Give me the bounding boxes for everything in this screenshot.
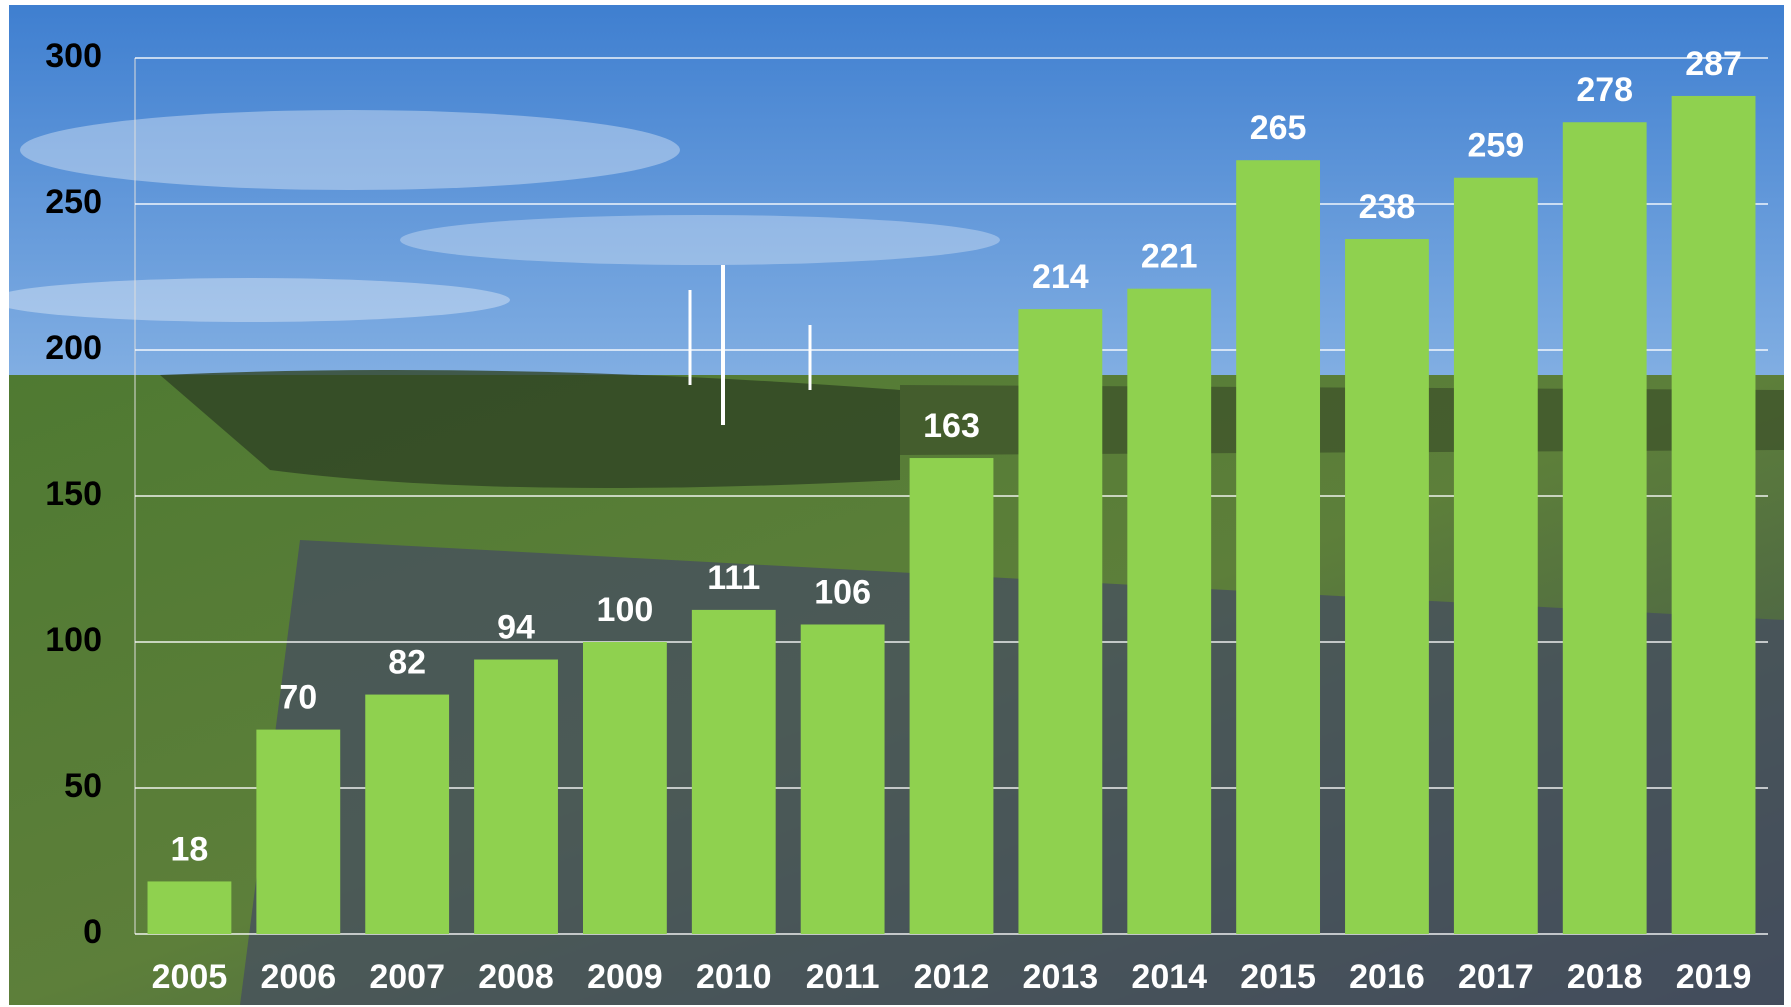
data-label: 238 — [1359, 188, 1416, 226]
x-tick-label: 2009 — [587, 958, 663, 996]
y-tick-label: 250 — [45, 183, 102, 221]
x-tick-label: 2018 — [1567, 958, 1643, 996]
y-tick-label: 50 — [64, 767, 102, 805]
x-tick-label: 2012 — [914, 958, 990, 996]
x-tick-label: 2015 — [1240, 958, 1316, 996]
bar — [1236, 160, 1320, 934]
x-tick-label: 2005 — [152, 958, 228, 996]
bar — [256, 730, 340, 934]
bar — [1672, 96, 1756, 934]
y-tick-label: 150 — [45, 475, 102, 513]
x-tick-label: 2008 — [478, 958, 554, 996]
data-label: 18 — [171, 830, 209, 868]
x-tick-label: 2011 — [806, 958, 880, 996]
bar — [1563, 122, 1647, 934]
bar — [801, 624, 885, 934]
x-tick-label: 2014 — [1131, 958, 1207, 996]
bar — [692, 610, 776, 934]
x-tick-label: 2019 — [1676, 958, 1752, 996]
x-tick-label: 2010 — [696, 958, 772, 996]
bar — [1018, 309, 1102, 934]
x-tick-label: 2007 — [369, 958, 445, 996]
page: 0 50 100 150 200 250 300 2005 18 2006 70 2007 82 2008… — [0, 0, 1791, 1007]
data-label: 94 — [497, 609, 535, 647]
data-label: 221 — [1141, 238, 1198, 276]
bar — [1127, 289, 1211, 934]
x-tick-label: 2016 — [1349, 958, 1425, 996]
data-label: 214 — [1032, 258, 1089, 296]
bar — [583, 642, 667, 934]
y-tick-label: 300 — [45, 37, 102, 75]
x-tick-label: 2006 — [260, 958, 336, 996]
data-label: 100 — [597, 591, 654, 629]
data-label: 259 — [1467, 127, 1524, 165]
data-label: 163 — [923, 407, 980, 445]
x-tick-label: 2013 — [1023, 958, 1099, 996]
bar — [910, 458, 994, 934]
x-tick-label: 2017 — [1458, 958, 1534, 996]
y-tick-label: 100 — [45, 621, 102, 659]
y-tick-label: 0 — [83, 913, 102, 951]
data-label: 265 — [1250, 109, 1307, 147]
data-label: 70 — [279, 679, 317, 717]
bar — [365, 695, 449, 934]
bar — [1454, 178, 1538, 934]
bar — [1345, 239, 1429, 934]
y-tick-label: 200 — [45, 329, 102, 367]
bar — [474, 660, 558, 934]
data-label: 278 — [1576, 71, 1633, 109]
data-label: 287 — [1685, 45, 1742, 83]
bar — [148, 881, 232, 934]
data-label: 82 — [388, 644, 426, 682]
chart: 0 50 100 150 200 250 300 2005 18 2006 70 2007 82 2008… — [0, 0, 1791, 1007]
data-label: 106 — [814, 573, 871, 611]
data-label: 111 — [707, 559, 760, 597]
